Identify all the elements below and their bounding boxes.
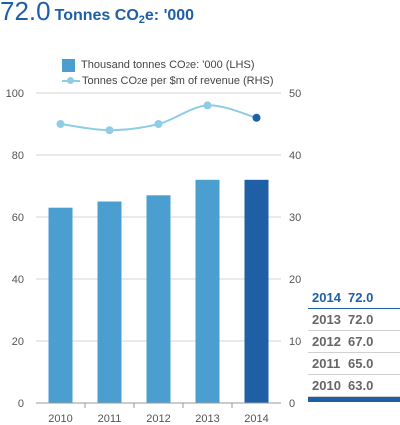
headline-unit-sub: 2 [138, 14, 145, 26]
table-value: 72.0 [348, 312, 374, 327]
y-left-tick-label: 20 [12, 336, 24, 348]
table-year: 2011 [312, 356, 341, 371]
table-row: 2013 72.0 [308, 309, 400, 331]
table-row: 2011 65.0 [308, 353, 400, 375]
values-table: 2014 72.0 2013 72.0 2012 67.0 2011 65.0 … [308, 287, 400, 402]
headline: 72.0 Tonnes CO2e: '000 [0, 0, 194, 27]
headline-unit: Tonnes CO2e: '000 [54, 7, 195, 26]
legend-bar-prefix: Thousand tonnes CO [81, 59, 186, 71]
table-row: 2014 72.0 [308, 287, 400, 309]
headline-unit-suffix: e: '000 [144, 7, 195, 24]
y-left-tick-label: 100 [6, 88, 24, 100]
bar [48, 207, 73, 403]
headline-value: 72.0 [0, 0, 51, 26]
axes: 0 20 40 60 80 100 0 10 20 30 40 50 2010 2011 2012 2013 2… [6, 88, 302, 425]
legend-line-sub: 2 [137, 76, 142, 86]
table-value: 72.0 [348, 290, 374, 305]
legend-line-suffix: e per $m of revenue (RHS) [141, 75, 274, 87]
x-tick-label: 2010 [48, 413, 72, 425]
bar [195, 179, 220, 403]
line-point [154, 120, 163, 128]
y-right-tick-label: 10 [289, 336, 301, 348]
table-year: 2014 [312, 290, 341, 305]
legend-bar-sub: 2 [185, 60, 191, 70]
y-right-tick-label: 0 [289, 398, 295, 410]
table-footer-bar [308, 397, 400, 402]
y-right-tick-label: 40 [289, 150, 301, 162]
table-year: 2012 [312, 334, 341, 349]
headline-unit-prefix: Tonnes CO [54, 7, 139, 24]
table-row: 2012 67.0 [308, 331, 400, 353]
x-tick-label: 2012 [146, 413, 170, 425]
x-tick-label: 2011 [98, 413, 122, 425]
bars [48, 179, 269, 403]
table-value: 67.0 [348, 334, 374, 349]
table-year: 2010 [312, 378, 341, 393]
y-left-tick-label: 40 [12, 274, 24, 286]
line-series [56, 101, 261, 135]
y-right-tick-label: 30 [289, 212, 301, 224]
x-tick-label: 2013 [195, 413, 219, 425]
y-left-tick-label: 80 [12, 150, 24, 162]
table-row: 2010 63.0 [308, 375, 400, 397]
table-year: 2013 [312, 312, 341, 327]
table-value: 63.0 [348, 378, 374, 393]
table-value: 65.0 [348, 356, 374, 371]
legend-swatch-bar [62, 58, 75, 72]
legend-line-prefix: Tonnes CO [82, 75, 138, 87]
legend-swatch-line [62, 77, 80, 84]
legend-item-bar: Thousand tonnes CO 2 e: '000 (LHS) [62, 57, 274, 73]
y-right-tick-label: 50 [289, 88, 301, 100]
line-point [56, 120, 65, 128]
legend: Thousand tonnes CO 2 e: '000 (LHS) Tonnes … [62, 57, 274, 89]
bar [97, 201, 122, 403]
line-point [252, 113, 261, 122]
line-point [105, 126, 114, 135]
y-right-tick-label: 20 [289, 274, 301, 286]
x-tick-label: 2014 [244, 413, 268, 425]
bar [146, 195, 171, 403]
y-left-tick-label: 0 [18, 398, 24, 410]
y-left-tick-label: 60 [12, 212, 24, 224]
line-point [203, 101, 212, 110]
bar [244, 179, 269, 403]
legend-bar-suffix: e: '000 (LHS) [190, 59, 255, 71]
legend-item-line: Tonnes CO 2 e per $m of revenue (RHS) [62, 73, 274, 89]
